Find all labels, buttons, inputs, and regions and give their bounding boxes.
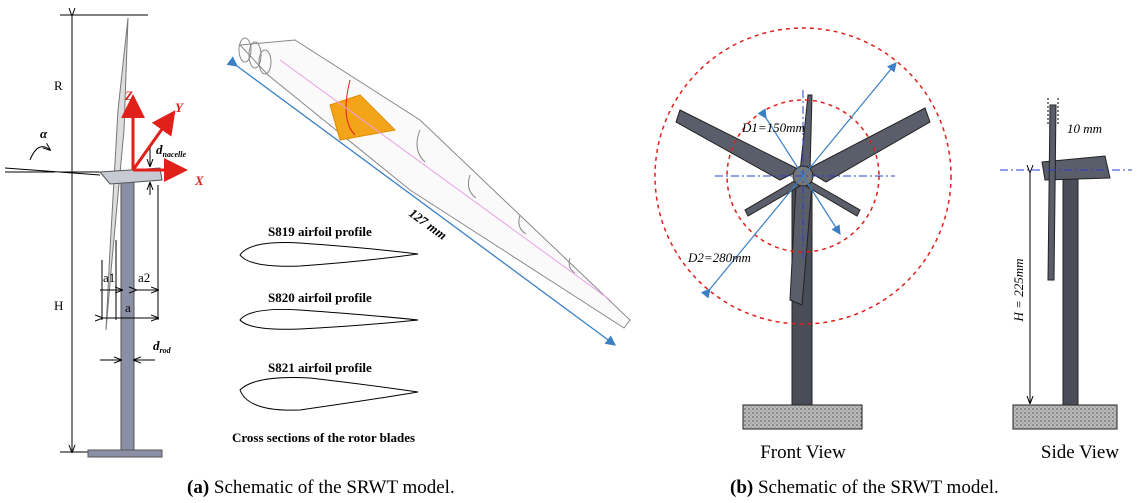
label-d-rod: drod: [153, 338, 172, 355]
front-view-label: Front View: [760, 442, 846, 463]
d1-label: D1=150mm: [741, 120, 805, 135]
caption-text: Schematic of the SRWT model.: [758, 477, 999, 498]
caption: (a) Schematic of the SRWT model.: [187, 477, 455, 498]
figure: R H Z Y X α dnacelle a1 a2 a drod 127 mm…: [0, 0, 1137, 503]
label-z: Z: [124, 88, 133, 103]
caption: (b) Schematic of the SRWT model.: [730, 477, 999, 498]
airfoil-label: S820 airfoil profile: [268, 290, 372, 305]
caption-text: Schematic of the SRWT model.: [214, 477, 455, 498]
airfoils: [240, 243, 418, 411]
side-view-label: Side View: [1041, 442, 1119, 463]
caption-label: (b): [730, 477, 753, 498]
label-alpha: α: [40, 126, 48, 141]
label-a2: a2: [138, 270, 150, 285]
d2-label: D2=280mm: [687, 250, 751, 265]
label-r: R: [54, 78, 63, 93]
label-d-nacelle: dnacelle: [156, 142, 186, 159]
turbine-schematic: [5, 15, 162, 457]
label-a: a: [125, 300, 131, 315]
airfoil-label: S821 airfoil profile: [268, 360, 372, 375]
airfoil-label: S819 airfoil profile: [268, 224, 372, 239]
label-a1: a1: [103, 270, 115, 285]
label-y: Y: [175, 100, 184, 115]
cross-section-title: Cross sections of the rotor blades: [232, 430, 415, 445]
subscript: nacelle: [163, 150, 187, 159]
label-x: X: [194, 173, 204, 188]
blade-width-label: 10 mm: [1067, 121, 1102, 136]
label-h: H: [54, 298, 63, 313]
height-label: H = 225mm: [1011, 259, 1026, 323]
caption-label: (a): [187, 477, 209, 498]
subscript: rod: [160, 346, 172, 355]
front-view: [655, 28, 951, 429]
